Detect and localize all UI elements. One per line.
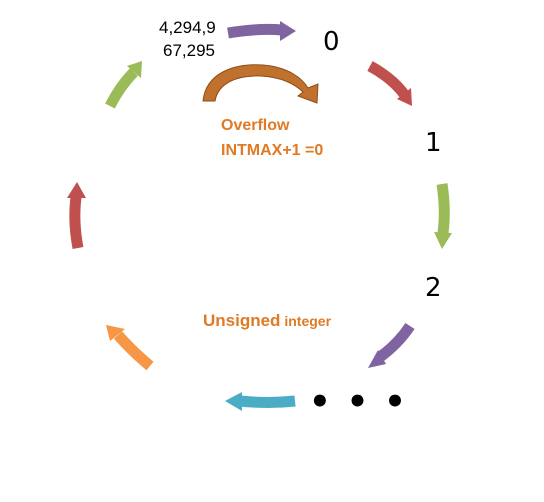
arrow-zero-to-one [367, 61, 412, 106]
arrow-ellipsis-left [225, 392, 296, 411]
arrow-upper-left [105, 61, 142, 109]
label-one: 1 [425, 128, 442, 158]
label-ellipsis: • • • [309, 382, 408, 422]
overflow-rule: INTMAX+1 =0 [221, 142, 324, 159]
label-zero: 0 [323, 27, 340, 57]
arrow-left-upper [67, 182, 86, 250]
caption-unsigned: Unsigned [203, 311, 281, 330]
arrow-one-to-two [434, 183, 452, 249]
overflow-curved-arrow [202, 64, 319, 104]
arrow-two-to-ellipsis [368, 322, 415, 368]
label-two: 2 [425, 273, 442, 303]
overflow-label: Overflow [221, 117, 290, 134]
max-value-line2: 67,295 [163, 41, 215, 60]
caption: Unsigned integer [203, 311, 331, 331]
max-value-line1: 4,294,9 [159, 18, 216, 37]
arrow-left-lower [106, 325, 154, 371]
caption-integer: integer [280, 313, 332, 329]
arrow-max-to-zero [227, 21, 296, 41]
